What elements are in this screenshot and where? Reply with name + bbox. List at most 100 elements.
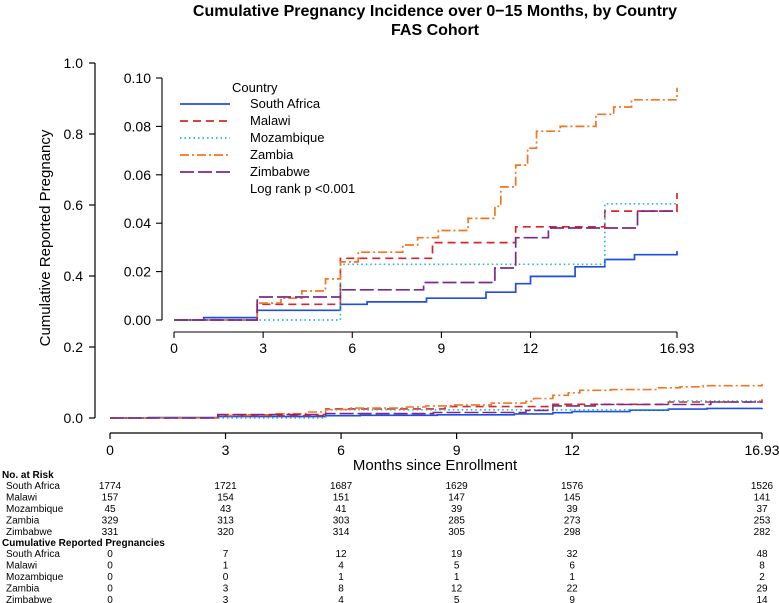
y-axis-label: Cumulative Reported Pregnancy	[37, 129, 54, 346]
y-tick-label: 0.8	[64, 126, 84, 142]
at-risk-value: 303	[333, 516, 350, 527]
pregnancy-value: 3	[223, 595, 229, 603]
at-risk-value: 253	[754, 516, 771, 527]
at-risk-value: 313	[217, 516, 234, 527]
pregnancies-header: Cumulative Reported Pregnancies	[2, 538, 165, 549]
legend-logrank-note: Log rank p <0.001	[250, 181, 355, 196]
pregnancy-value: 1	[338, 572, 344, 583]
pregnancy-value: 1	[569, 572, 575, 583]
at-risk-value: 298	[564, 527, 581, 538]
at-risk-value: 45	[104, 504, 116, 515]
inset-series-line-south-africa	[174, 251, 678, 321]
chart-title: Cumulative Pregnancy Incidence over 0−15…	[193, 3, 677, 20]
main-series-line-zambia	[110, 383, 763, 419]
at-risk-country: South Africa	[6, 481, 60, 492]
at-risk-value: 157	[102, 493, 119, 504]
y-tick-label: 0.0	[64, 410, 84, 426]
pregnancy-value: 4	[338, 561, 344, 572]
main-axes: 0.0 0.2 0.4 0.6 0.8 1.0 0 3 6 9 12 16.93	[64, 55, 779, 458]
pregnancy-value: 5	[454, 561, 460, 572]
legend-label: Zimbabwe	[250, 164, 310, 179]
x-tick-label: 12	[564, 442, 580, 458]
inset-axes: 0.00 0.02 0.04 0.06 0.08 0.10 0 3 6 9 12 16.93	[124, 70, 695, 356]
pregnancy-value: 0	[223, 572, 229, 583]
at-risk-country: Malawi	[6, 493, 37, 504]
x-axis-label: Months since Enrollment	[353, 457, 518, 474]
at-risk-value: 1576	[561, 481, 584, 492]
pregnancy-value: 29	[756, 584, 768, 595]
legend-label: Mozambique	[250, 130, 324, 145]
pregnancy-value: 1	[454, 572, 460, 583]
at-risk-value: 331	[102, 527, 119, 538]
chart-subtitle: FAS Cohort	[391, 22, 480, 39]
at-risk-value: 154	[217, 493, 234, 504]
pregnancy-value: 1	[223, 561, 229, 572]
at-risk-value: 282	[754, 527, 771, 538]
y-tick-label: 1.0	[64, 55, 84, 71]
inset-y-tick-label: 0.08	[124, 118, 151, 134]
main-plot-area	[110, 383, 763, 419]
x-tick-label: 0	[106, 442, 114, 458]
pregnancy-value: 0	[107, 595, 113, 603]
at-risk-value: 141	[754, 493, 771, 504]
x-tick-label: 16.93	[744, 442, 779, 458]
at-risk-country: Mozambique	[6, 504, 64, 515]
at-risk-value: 1629	[445, 481, 468, 492]
at-risk-value: 1721	[214, 481, 237, 492]
at-risk-value: 273	[564, 516, 581, 527]
inset-series-line-malawi	[174, 193, 678, 321]
pregnancy-value: 8	[338, 584, 344, 595]
at-risk-value: 39	[451, 504, 463, 515]
main-series-line-mozambique	[110, 400, 762, 419]
pregnancy-value: 32	[567, 549, 579, 560]
pregnancy-country: Zimbabwe	[6, 595, 53, 603]
at-risk-value: 1526	[751, 481, 774, 492]
at-risk-value: 285	[448, 516, 465, 527]
pregnancy-value: 7	[223, 549, 229, 560]
pregnancy-country: Malawi	[6, 561, 37, 572]
at-risk-header: No. at Risk	[2, 470, 54, 481]
at-risk-value: 147	[448, 493, 465, 504]
pregnancy-country: Mozambique	[6, 572, 64, 583]
pregnancy-value: 22	[567, 584, 579, 595]
inset-series-line-zambia	[174, 87, 678, 321]
at-risk-value: 145	[564, 493, 581, 504]
pregnancy-value: 0	[107, 572, 113, 583]
inset-x-tick-label: 3	[259, 340, 267, 356]
y-tick-label: 0.2	[64, 339, 84, 355]
pregnancy-value: 3	[223, 584, 229, 595]
pregnancy-value: 0	[107, 561, 113, 572]
x-tick-label: 6	[337, 442, 345, 458]
inset-series-line-mozambique	[174, 202, 677, 321]
inset-y-tick-label: 0.00	[124, 312, 151, 328]
at-risk-value: 329	[102, 516, 119, 527]
at-risk-value: 314	[333, 527, 350, 538]
pregnancy-country: South Africa	[6, 549, 60, 560]
pregnancy-value: 8	[759, 561, 765, 572]
inset-y-tick-label: 0.02	[124, 264, 151, 280]
pregnancy-value: 0	[107, 549, 113, 560]
pregnancy-value: 0	[107, 584, 113, 595]
inset-x-tick-label: 6	[348, 340, 356, 356]
inset-x-tick-label: 9	[437, 340, 445, 356]
at-risk-country: Zimbabwe	[6, 527, 53, 538]
at-risk-value: 1774	[99, 481, 122, 492]
at-risk-value: 43	[220, 504, 232, 515]
inset-y-tick-label: 0.04	[124, 215, 151, 231]
legend-label: South Africa	[250, 96, 321, 111]
inset-x-tick-label: 0	[170, 340, 178, 356]
at-risk-country: Zambia	[6, 516, 40, 527]
legend-title: Country	[232, 80, 278, 95]
at-risk-value: 39	[567, 504, 579, 515]
pregnancy-value: 6	[569, 561, 575, 572]
inset-y-tick-label: 0.10	[124, 70, 151, 86]
legend-label: Malawi	[250, 113, 291, 128]
inset-x-tick-label: 16.93	[659, 340, 694, 356]
pregnancy-value: 4	[338, 595, 344, 603]
at-risk-value: 41	[336, 504, 348, 515]
at-risk-value: 37	[756, 504, 768, 515]
at-risk-value: 320	[217, 527, 234, 538]
x-tick-label: 9	[453, 442, 461, 458]
at-risk-value: 151	[333, 493, 350, 504]
